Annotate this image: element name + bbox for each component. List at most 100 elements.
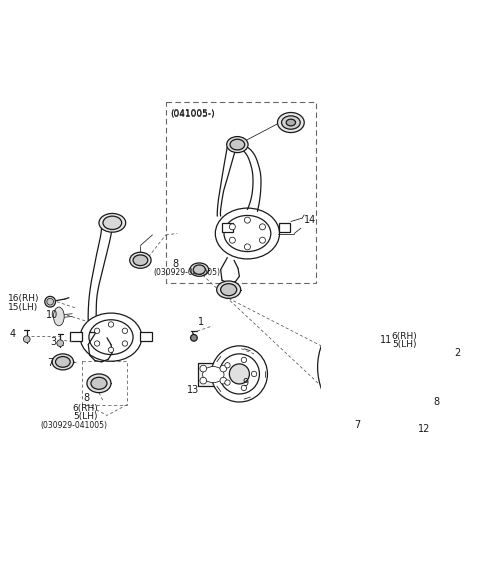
Circle shape [45,296,56,307]
Text: 3: 3 [50,337,56,347]
Circle shape [225,380,230,385]
Ellipse shape [230,139,245,150]
Circle shape [229,364,250,384]
Text: 1: 1 [198,317,204,327]
Text: 5(LH): 5(LH) [392,340,417,349]
Circle shape [244,244,251,250]
Ellipse shape [99,213,126,232]
Bar [198,363,228,386]
Ellipse shape [216,281,240,298]
Text: (030929-041005): (030929-041005) [40,421,107,430]
Text: (030929-041005): (030929-041005) [154,268,221,277]
Circle shape [220,377,227,384]
Circle shape [229,224,235,230]
Circle shape [241,357,247,363]
Ellipse shape [227,137,248,153]
Circle shape [377,387,385,396]
Ellipse shape [221,284,237,296]
Text: 6(RH): 6(RH) [72,404,98,413]
Circle shape [219,354,259,394]
Text: 14: 14 [304,215,316,225]
Text: 8: 8 [84,393,90,403]
Text: 15(LH): 15(LH) [8,303,38,312]
Ellipse shape [80,313,142,361]
Bar [141,332,153,341]
Circle shape [391,344,399,352]
Ellipse shape [193,265,205,274]
Circle shape [225,363,230,368]
Bar [279,223,290,232]
Circle shape [416,376,422,383]
Text: (041005-): (041005-) [170,109,215,118]
Circle shape [354,331,361,338]
Text: 16(RH): 16(RH) [8,294,39,303]
Ellipse shape [216,208,279,259]
Circle shape [211,346,267,402]
Circle shape [325,311,437,424]
Ellipse shape [130,253,151,268]
Circle shape [191,335,197,341]
Circle shape [260,237,265,243]
Bar [82,361,127,405]
Text: 9: 9 [242,378,248,388]
Circle shape [354,370,362,378]
Circle shape [47,298,53,305]
Ellipse shape [87,374,111,393]
Text: 7: 7 [47,358,53,368]
Ellipse shape [56,357,70,367]
Circle shape [340,376,346,383]
Text: 10: 10 [46,310,58,320]
Circle shape [200,377,206,384]
Ellipse shape [89,320,133,355]
Circle shape [352,338,410,397]
Ellipse shape [224,215,271,251]
Ellipse shape [52,354,73,370]
Text: 13: 13 [187,385,200,395]
Circle shape [108,347,114,352]
Circle shape [241,385,247,390]
Circle shape [400,370,408,378]
Text: 11: 11 [380,336,392,345]
Circle shape [408,424,415,431]
Circle shape [378,404,384,411]
Text: 2: 2 [455,348,461,357]
Bar [70,332,82,341]
Bar [166,103,316,283]
Text: 7: 7 [354,420,360,430]
Circle shape [401,331,408,338]
Circle shape [444,351,452,359]
Text: 5(LH): 5(LH) [73,412,98,421]
Circle shape [57,340,63,347]
Circle shape [95,328,100,333]
Ellipse shape [103,216,122,230]
Text: (041005-): (041005-) [170,111,215,120]
Circle shape [244,217,251,223]
Ellipse shape [91,377,107,389]
Bar [222,223,233,232]
Circle shape [122,328,128,333]
Text: 6(RH): 6(RH) [392,332,418,341]
Circle shape [361,347,401,387]
Ellipse shape [281,116,300,129]
Text: 8: 8 [172,259,179,269]
Circle shape [108,322,114,327]
Circle shape [229,237,235,243]
Circle shape [200,365,206,372]
Circle shape [95,341,100,346]
Ellipse shape [53,307,64,326]
Circle shape [220,365,227,372]
Circle shape [122,341,128,346]
Ellipse shape [133,255,148,266]
Circle shape [24,336,30,343]
Text: 8: 8 [433,397,439,407]
Ellipse shape [203,367,224,382]
Text: 4: 4 [10,329,15,339]
Circle shape [260,224,265,230]
Circle shape [252,371,257,377]
Ellipse shape [277,112,304,133]
Ellipse shape [190,263,209,276]
Circle shape [318,304,444,431]
Ellipse shape [286,119,296,126]
Text: 12: 12 [418,424,430,434]
Circle shape [363,344,371,352]
